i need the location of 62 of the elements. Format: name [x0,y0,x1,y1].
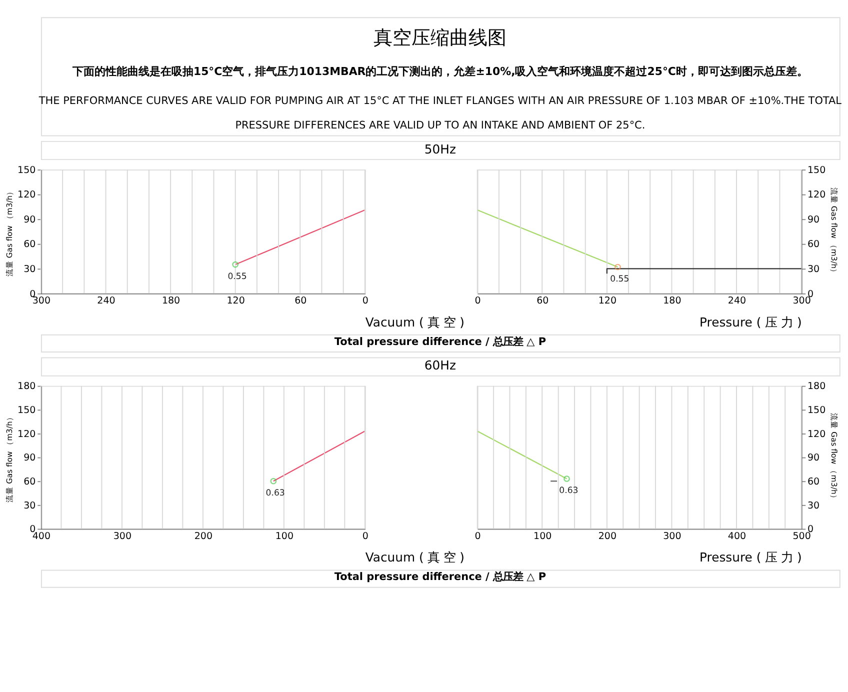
x-axis-title: Pressure ( 压 力 ) [700,315,802,330]
x-tick-label: 60 [536,295,549,306]
y-tick-label: 150 [808,164,826,176]
y-axis-title: 流量 Gas flow （m3/h） [829,413,838,502]
text: 50Hz [424,142,456,156]
text: Total pressure difference / 总压差 △ P [334,336,546,348]
x-tick-label: 0 [362,530,368,542]
x-axis-title: Vacuum ( 真 空 ) [365,550,464,565]
y-tick-label: 30 [808,500,820,512]
annotation: 0.63 [266,488,285,498]
y-tick-label: 180 [18,381,36,392]
y-tick-label: 150 [18,405,36,416]
x-tick-label: 100 [534,530,552,542]
y-tick-label: 150 [18,164,36,176]
x-tick-label: 400 [32,530,51,542]
annotation: 0.55 [610,274,630,284]
x-tick-label: 300 [113,530,132,542]
text: 60Hz [424,358,456,373]
x-tick-label: 120 [598,295,616,306]
x-tick-label: 0 [474,530,481,542]
y-tick-label: 30 [24,264,36,275]
x-tick-label: 0 [362,295,368,306]
y-tick-label: 120 [808,428,826,440]
y-tick-label: 60 [24,476,36,488]
text: THE PERFORMANCE CURVES ARE VALID FOR PUMPING AIR AT 15°C AT THE INLET FLANGES WITH AN AIR PRESSURE OF 1.103 MBAR OF ±10%.THE TOTAL [38,94,842,107]
x-tick-label: 200 [194,530,213,542]
y-tick-label: 90 [24,452,36,464]
x-tick-label: 300 [663,530,682,542]
x-tick-label: 180 [663,295,682,306]
y-tick-label: 60 [808,476,820,488]
y-axis-title: 流量 Gas flow （m3/h） [4,413,14,502]
annotation: 0.63 [559,486,578,496]
y-tick-label: 120 [18,190,36,201]
y-tick-label: 60 [24,239,36,250]
text: PRESSURE DIFFERENCES ARE VALID UP TO AN INTAKE AND AMBIENT OF 25°C. [235,120,646,132]
text: Total pressure difference / 总压差 △ P [334,571,546,584]
x-tick-label: 400 [728,530,746,542]
y-tick-label: 60 [808,239,820,250]
x-axis-title: Vacuum ( 真 空 ) [365,315,464,330]
x-tick-label: 120 [226,295,245,306]
y-tick-label: 90 [24,214,36,226]
annotation: 0.55 [228,272,247,282]
text: 下面的性能曲线是在吸抽15°C空气，排气压力1013MBAR的工况下测出的，允差±10%,吸入空气和环境温度不超过25°C时，即可达到图示总压差。 [71,65,808,78]
x-axis-title: Pressure ( 压 力 ) [700,550,802,565]
text: 真空压缩曲线图 [374,26,507,49]
y-tick-label: 30 [24,500,36,512]
x-tick-label: 100 [275,530,294,542]
y-axis-title: 流量 Gas flow （m3/h） [829,187,838,277]
x-tick-label: 60 [294,295,307,306]
x-tick-label: 0 [474,295,481,306]
y-tick-label: 180 [808,381,826,392]
x-tick-label: 200 [598,530,616,542]
y-tick-label: 120 [808,190,826,201]
y-tick-label: 30 [808,264,820,275]
y-tick-label: 90 [808,452,820,464]
x-tick-label: 240 [97,295,116,306]
x-tick-label: 240 [728,295,746,306]
y-tick-label: 120 [18,428,36,440]
x-tick-label: 180 [162,295,180,306]
y-tick-label: 90 [808,214,820,226]
y-axis-title: 流量 Gas flow （m3/h） [4,187,14,277]
y-tick-label: 150 [808,405,826,416]
